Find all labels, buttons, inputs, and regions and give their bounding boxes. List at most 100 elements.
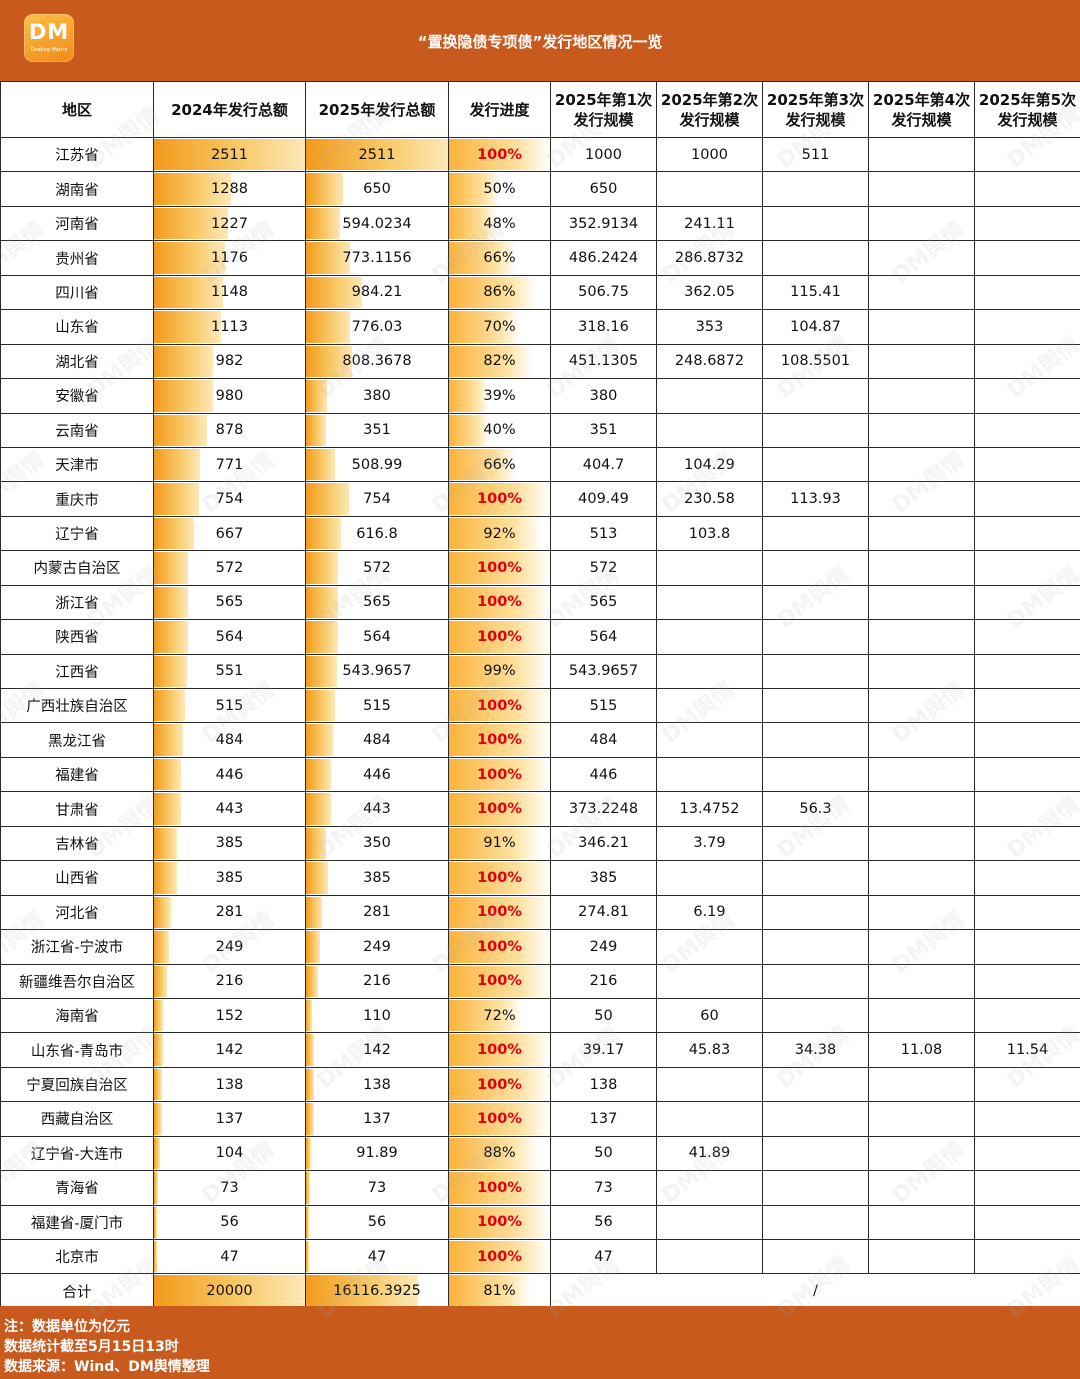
total-2025-cell-value: 142 xyxy=(363,1042,391,1059)
round-2-cell xyxy=(656,378,763,414)
total-2025-cell-fill xyxy=(306,758,332,791)
total-2024-cell-value: 754 xyxy=(215,491,244,508)
total-2025-cell: 776.03 xyxy=(305,309,449,345)
total-2024-cell-value: 515 xyxy=(215,697,244,714)
total-2024-cell-fill xyxy=(154,414,207,446)
page-title: “置换隐债专项债”发行地区情况一览 xyxy=(417,33,663,51)
round-5-cell xyxy=(974,446,1080,483)
round-1-cell: 515 xyxy=(550,687,657,724)
total-merged-cell: / xyxy=(550,1273,1080,1309)
region-cell: 浙江省-宁波市 xyxy=(0,929,154,965)
round-5-cell xyxy=(974,274,1080,311)
progress-cell-fill xyxy=(449,862,550,894)
round-1-cell: 565 xyxy=(550,584,657,621)
total-2024-cell-value: 446 xyxy=(215,766,244,783)
total-2024-cell: 980 xyxy=(153,378,306,414)
table-row: 安徽省 980 380 39% 380 xyxy=(0,378,1080,414)
total-2024-cell-fill xyxy=(154,999,164,1032)
total-progress-fill xyxy=(449,1275,531,1307)
total-2024-cell: 1288 xyxy=(153,171,306,207)
total-2025-cell-fill xyxy=(306,999,313,1032)
region-cell: 山西省 xyxy=(0,860,154,896)
total-2024-sum-value: 20000 xyxy=(206,1283,253,1300)
progress-cell-value: 100% xyxy=(477,732,522,749)
total-2024-cell: 142 xyxy=(153,1032,306,1068)
progress-cell-fill xyxy=(449,1206,550,1238)
progress-cell-fill xyxy=(449,931,550,963)
issuance-table: 地区 2024年发行总额 2025年发行总额 发行进度 2025年第1次发行规模 2025… xyxy=(0,81,1080,1309)
total-2025-cell: 616.8 xyxy=(305,515,449,552)
round-3-cell: 113.93 xyxy=(762,481,869,517)
total-2024-cell-value: 249 xyxy=(215,938,244,955)
total-2025-cell: 773.1156 xyxy=(305,240,449,276)
total-2025-cell: 808.3678 xyxy=(305,343,449,380)
round-1-cell: 543.9657 xyxy=(550,653,657,690)
total-2025-cell-fill xyxy=(306,552,339,584)
round-3-cell xyxy=(762,584,869,621)
round-1-cell: 249 xyxy=(550,929,657,965)
total-2025-cell: 446 xyxy=(305,756,449,793)
total-2025-cell-value: 808.3678 xyxy=(342,353,412,370)
round-2-cell xyxy=(656,929,763,965)
round-1-cell: 513 xyxy=(550,515,657,552)
total-2025-cell: 56 xyxy=(305,1204,449,1241)
progress-cell-fill xyxy=(449,655,549,687)
round-4-cell xyxy=(868,1204,975,1241)
total-2024-cell-value: 443 xyxy=(215,801,244,818)
round-2-cell xyxy=(656,1066,763,1103)
round-1-cell: 1000 xyxy=(550,136,657,173)
round-2-cell xyxy=(656,860,763,896)
round-1-cell: 352.9134 xyxy=(550,205,657,242)
progress-cell-value: 100% xyxy=(477,973,522,990)
region-cell: 山东省 xyxy=(0,309,154,345)
round-1-cell: 318.16 xyxy=(550,309,657,345)
round-1-cell: 50 xyxy=(550,997,657,1034)
total-2024-cell: 1113 xyxy=(153,309,306,345)
total-2025-cell-value: 281 xyxy=(363,904,391,921)
progress-cell: 100% xyxy=(448,722,551,758)
total-2025-cell-value: 249 xyxy=(363,938,391,955)
round-1-cell: 137 xyxy=(550,1101,657,1137)
round-2-cell: 104.29 xyxy=(656,446,763,483)
round-2-cell xyxy=(656,653,763,690)
region-cell: 宁夏回族自治区 xyxy=(0,1066,154,1103)
total-2025-cell-fill xyxy=(306,931,321,963)
total-2024-cell: 73 xyxy=(153,1170,306,1206)
table-row: 新疆维吾尔自治区 216 216 100% 216 xyxy=(0,963,1080,999)
column-header: 2025年发行总额 xyxy=(305,81,449,138)
total-2025-cell: 73 xyxy=(305,1170,449,1206)
total-2024-cell-value: 878 xyxy=(215,422,244,439)
total-2025-cell: 110 xyxy=(305,997,449,1034)
round-4-cell xyxy=(868,756,975,793)
progress-cell-fill xyxy=(449,1103,550,1135)
total-2025-cell-value: 91.89 xyxy=(356,1145,398,1162)
total-2025-cell-fill xyxy=(306,1241,309,1273)
total-2025-cell-value: 137 xyxy=(363,1110,391,1127)
progress-cell: 72% xyxy=(448,997,551,1034)
total-2024-cell: 565 xyxy=(153,584,306,621)
total-2024-cell-fill xyxy=(154,690,185,722)
round-3-cell xyxy=(762,1170,869,1206)
total-2024-cell-fill xyxy=(154,517,195,550)
progress-cell-value: 88% xyxy=(483,1145,516,1162)
round-1-cell: 346.21 xyxy=(550,825,657,862)
total-2025-cell: 249 xyxy=(305,929,449,965)
round-4-cell xyxy=(868,1066,975,1103)
total-2024-cell-fill xyxy=(154,242,225,274)
total-2025-cell-fill xyxy=(306,690,336,722)
total-2024-sum-fill xyxy=(154,1275,305,1307)
round-4-cell xyxy=(868,1101,975,1137)
total-2024-cell: 104 xyxy=(153,1135,306,1172)
region-cell: 江苏省 xyxy=(0,136,154,173)
round-1-cell: 451.1305 xyxy=(550,343,657,380)
total-2025-cell-value: 773.1156 xyxy=(342,250,412,267)
logo-text: DM xyxy=(28,20,70,44)
region-cell: 海南省 xyxy=(0,997,154,1034)
column-header: 2025年第5次发行规模 xyxy=(974,81,1080,138)
progress-cell: 100% xyxy=(448,687,551,724)
round-5-cell xyxy=(974,515,1080,552)
total-2025-cell: 565 xyxy=(305,584,449,621)
region-cell: 青海省 xyxy=(0,1170,154,1206)
total-2024-cell-fill xyxy=(154,139,305,171)
total-2024-cell-value: 104 xyxy=(215,1145,244,1162)
